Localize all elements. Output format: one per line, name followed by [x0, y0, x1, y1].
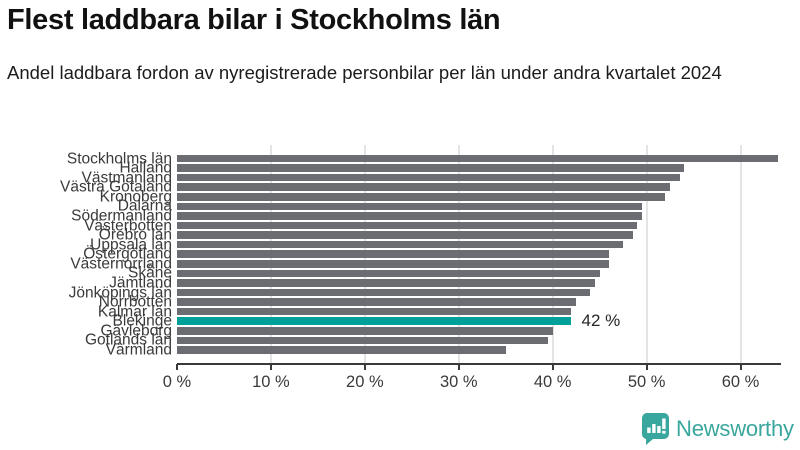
bar: [177, 202, 642, 211]
x-axis-tick-label: 10 %: [252, 373, 290, 391]
y-axis-label: Västra Götaland: [59, 178, 172, 196]
x-axis-tick: [269, 364, 272, 370]
bar: [177, 231, 633, 239]
y-axis-label: Gotlands län: [84, 331, 172, 349]
bar-chart-plot-area: 42 % Stockholms län Halland Västmanland Väs…: [60, 145, 781, 391]
chart-subtitle: Andel laddbara fordon av nyregistrerade …: [7, 62, 722, 83]
y-axis-label: Västmanland: [81, 168, 172, 186]
bar: [177, 279, 595, 287]
bar: [177, 298, 577, 306]
bar-highlighted: [177, 317, 572, 326]
y-axis-label: Södermanland: [71, 207, 172, 225]
x-axis-tick: [645, 364, 648, 370]
bar: [177, 193, 666, 201]
x-axis-tick-label: 0 %: [162, 373, 192, 391]
y-axis-label: Stockholms län: [66, 149, 172, 167]
x-axis-tick-label: 50 %: [627, 373, 666, 391]
newsworthy-wordmark: Newsworthy: [676, 416, 794, 441]
y-axis-label: Örebro län: [98, 226, 172, 244]
y-axis-label: Norrbotten: [98, 293, 172, 311]
bar: [177, 250, 610, 259]
y-axis-label: Gävleborg: [100, 322, 172, 340]
gridline-50: [645, 145, 648, 363]
x-axis-tick: [551, 364, 554, 370]
y-axis-label: Uppsala län: [90, 235, 172, 253]
y-axis-label: Värmland: [105, 341, 172, 359]
gridline-60: [739, 145, 742, 363]
x-axis-tick-label: 20 %: [346, 373, 384, 391]
x-axis-tick: [176, 364, 178, 370]
bar: [177, 183, 671, 192]
y-axis-label: Jönköpings län: [68, 283, 172, 301]
bar: [177, 240, 624, 249]
x-axis-tick: [363, 364, 366, 370]
bar: [177, 269, 600, 278]
y-axis-label: Dalarna: [117, 197, 172, 215]
y-axis-label: Västerbotten: [84, 216, 172, 234]
x-axis-tick-label: 60 %: [721, 373, 760, 391]
y-axis-label: Skåne: [128, 264, 172, 282]
y-axis-label: Västernorrland: [70, 255, 172, 273]
bar: [177, 154, 779, 163]
bar: [177, 260, 610, 268]
newsworthy-logo: Newsworthy: [642, 413, 794, 445]
x-axis-tick: [457, 364, 460, 370]
x-axis-tick: [739, 364, 742, 370]
bar: [177, 173, 680, 182]
y-axis-label: Halland: [119, 159, 172, 177]
bar: [177, 307, 572, 316]
bar: [177, 336, 548, 345]
bar: [177, 221, 638, 230]
y-axis-label: Kronoberg: [99, 188, 172, 206]
newsworthy-icon: [642, 413, 669, 445]
chart-title: Flest laddbara bilar i Stockholms län: [7, 4, 501, 36]
y-axis-label: Jämtland: [109, 274, 172, 292]
bar: [177, 327, 553, 335]
value-annotation: 42 %: [581, 311, 621, 331]
bar: [177, 346, 506, 354]
bar: [177, 212, 642, 220]
y-axis-label: Blekinge: [112, 312, 172, 330]
y-axis-label: Kalmar län: [97, 302, 172, 320]
x-axis-line: [177, 363, 781, 365]
x-axis-tick-label: 40 %: [533, 373, 572, 391]
x-axis-tick-label: 30 %: [439, 373, 478, 391]
y-axis-label: Östergötland: [83, 245, 172, 263]
bar: [177, 288, 591, 297]
bar: [177, 164, 685, 172]
